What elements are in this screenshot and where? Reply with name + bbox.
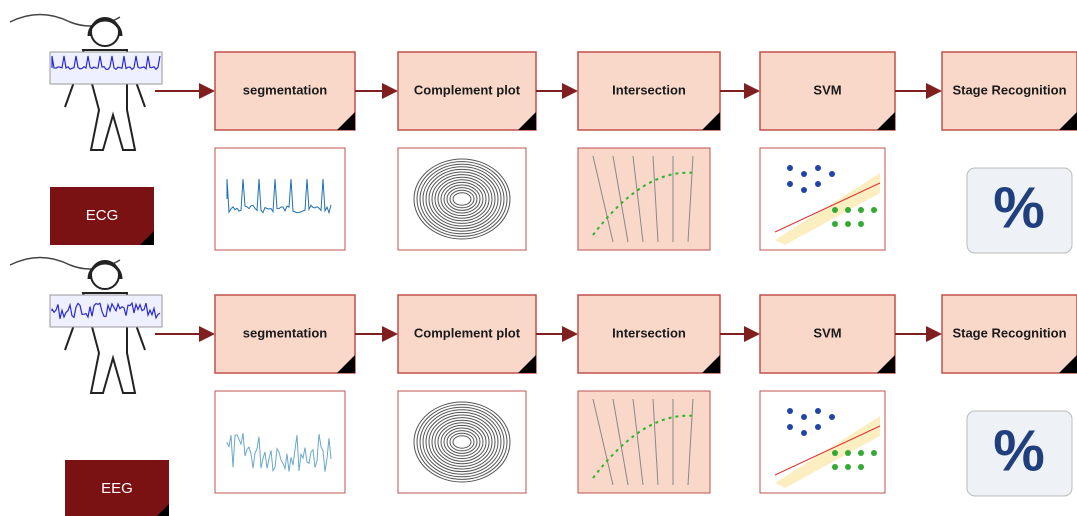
thumb-dot bbox=[787, 424, 793, 430]
thumb-dot bbox=[832, 450, 838, 456]
thumb-dot bbox=[815, 424, 821, 430]
thumb-dot bbox=[787, 181, 793, 187]
step-label: segmentation bbox=[243, 82, 328, 97]
thumb-dot bbox=[871, 207, 877, 213]
step-label: Complement plot bbox=[414, 325, 521, 340]
thumb-dot bbox=[787, 165, 793, 171]
thumb-dot bbox=[871, 450, 877, 456]
result-symbol: % bbox=[993, 418, 1045, 483]
thumb-dot bbox=[845, 450, 851, 456]
thumb-dot bbox=[815, 165, 821, 171]
step-label: Intersection bbox=[612, 325, 686, 340]
thumb-dot bbox=[801, 414, 807, 420]
step-label: Complement plot bbox=[414, 82, 521, 97]
thumb-dot bbox=[801, 171, 807, 177]
step-label: Intersection bbox=[612, 82, 686, 97]
thumb-dot bbox=[858, 464, 864, 470]
signal-label: EEG bbox=[101, 480, 133, 497]
step-label: segmentation bbox=[243, 325, 328, 340]
step-label: SVM bbox=[813, 325, 841, 340]
step-label: Stage Recognition bbox=[952, 82, 1066, 97]
diagram: ECG segmentation Complement plot Intersecti… bbox=[0, 0, 1077, 516]
result-symbol: % bbox=[993, 175, 1045, 240]
thumb-dot bbox=[801, 430, 807, 436]
thumb-dot bbox=[858, 221, 864, 227]
thumb-dot bbox=[858, 207, 864, 213]
thumb-dot bbox=[815, 408, 821, 414]
thumb-dot bbox=[845, 464, 851, 470]
thumb-dot bbox=[815, 181, 821, 187]
thumb-dot bbox=[845, 207, 851, 213]
thumb-dot bbox=[787, 408, 793, 414]
thumb-dot bbox=[845, 221, 851, 227]
thumb-dot bbox=[832, 207, 838, 213]
thumb-dot bbox=[801, 187, 807, 193]
thumb-dot bbox=[829, 171, 835, 177]
thumb-dot bbox=[858, 450, 864, 456]
thumb-dot bbox=[832, 464, 838, 470]
step-label: Stage Recognition bbox=[952, 325, 1066, 340]
thumbnail bbox=[215, 148, 345, 250]
step-label: SVM bbox=[813, 82, 841, 97]
thumb-dot bbox=[832, 221, 838, 227]
thumb-dot bbox=[829, 414, 835, 420]
signal-label: ECG bbox=[86, 207, 119, 224]
